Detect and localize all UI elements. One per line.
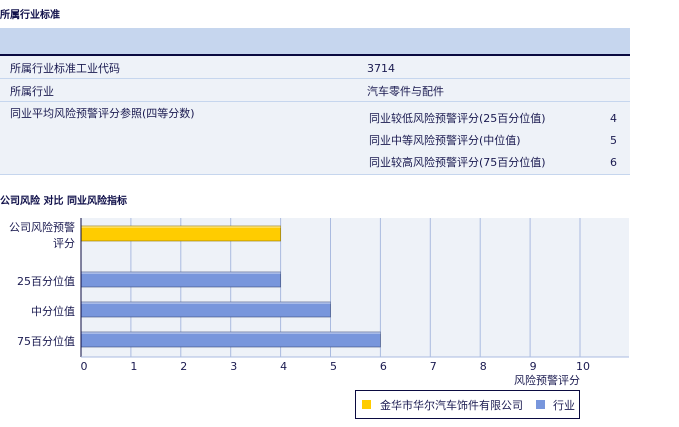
sub-value: 4: [610, 112, 617, 125]
chart-legend: 金华市华尔汽车饰件有限公司 行业: [355, 390, 580, 419]
category-label: 75百分位值: [17, 334, 75, 348]
x-tick-label: 9: [530, 360, 537, 373]
legend-label-industry: 行业: [553, 399, 575, 412]
x-tick-label: 4: [280, 360, 287, 373]
bar-industry: [80, 271, 281, 288]
table-row: 所属行业标准工业代码 3714: [0, 56, 630, 79]
x-tick-label: 0: [81, 360, 88, 373]
section-title-comparison: 公司风险 对比 同业风险指标: [0, 196, 127, 207]
category-label: 中分位值: [31, 304, 75, 318]
table-row: 所属行业 汽车零件与配件: [0, 79, 630, 102]
row-label: 所属行业: [10, 85, 54, 98]
section-title-industry: 所属行业标准: [0, 10, 60, 21]
table-header-band: [0, 28, 630, 56]
bar-industry: [80, 301, 331, 318]
category-label: 25百分位值: [17, 274, 75, 288]
x-tick-label: 2: [180, 360, 187, 373]
x-tick-label: 10: [576, 360, 590, 373]
bar-highlight: [81, 272, 281, 274]
bar-industry: [80, 331, 381, 348]
legend-swatch-company: [362, 400, 371, 409]
bar-highlight: [81, 332, 381, 334]
x-axis-label: 风险预警评分: [514, 373, 580, 387]
sub-label: 同业中等风险预警评分(中位值): [369, 134, 521, 147]
bar-highlight: [81, 302, 331, 304]
x-tick-label: 1: [130, 360, 137, 373]
sub-value: 6: [610, 156, 617, 169]
legend-label-company: 金华市华尔汽车饰件有限公司: [380, 399, 523, 412]
legend-swatch-industry: [536, 400, 545, 409]
row-label: 同业平均风险预警评分参照(四等分数): [10, 107, 195, 120]
bar-company: [80, 225, 281, 242]
sub-label: 同业较低风险预警评分(25百分位值): [369, 112, 546, 125]
x-tick-label: 5: [330, 360, 337, 373]
x-tick-label: 6: [380, 360, 387, 373]
sub-value: 5: [610, 134, 617, 147]
x-tick-label: 7: [430, 360, 437, 373]
bar-highlight: [81, 226, 281, 228]
x-tick-label: 8: [480, 360, 487, 373]
category-label: 评分: [53, 237, 75, 250]
sub-label: 同业较高风险预警评分(75百分位值): [369, 156, 546, 169]
table-row: 同业平均风险预警评分参照(四等分数) 同业较低风险预警评分(25百分位值) 4 …: [0, 102, 630, 175]
bar-chart: 0 1 2 3 4 5 6 7 8 9 10 公司风险预警 评分 25百分位值 中分位值 75百分位…: [9, 218, 629, 387]
x-tick-label: 3: [230, 360, 237, 373]
row-label: 所属行业标准工业代码: [10, 62, 120, 75]
category-label: 公司风险预警: [9, 220, 75, 234]
row-value: 汽车零件与配件: [367, 85, 444, 98]
row-value: 3714: [367, 62, 395, 75]
